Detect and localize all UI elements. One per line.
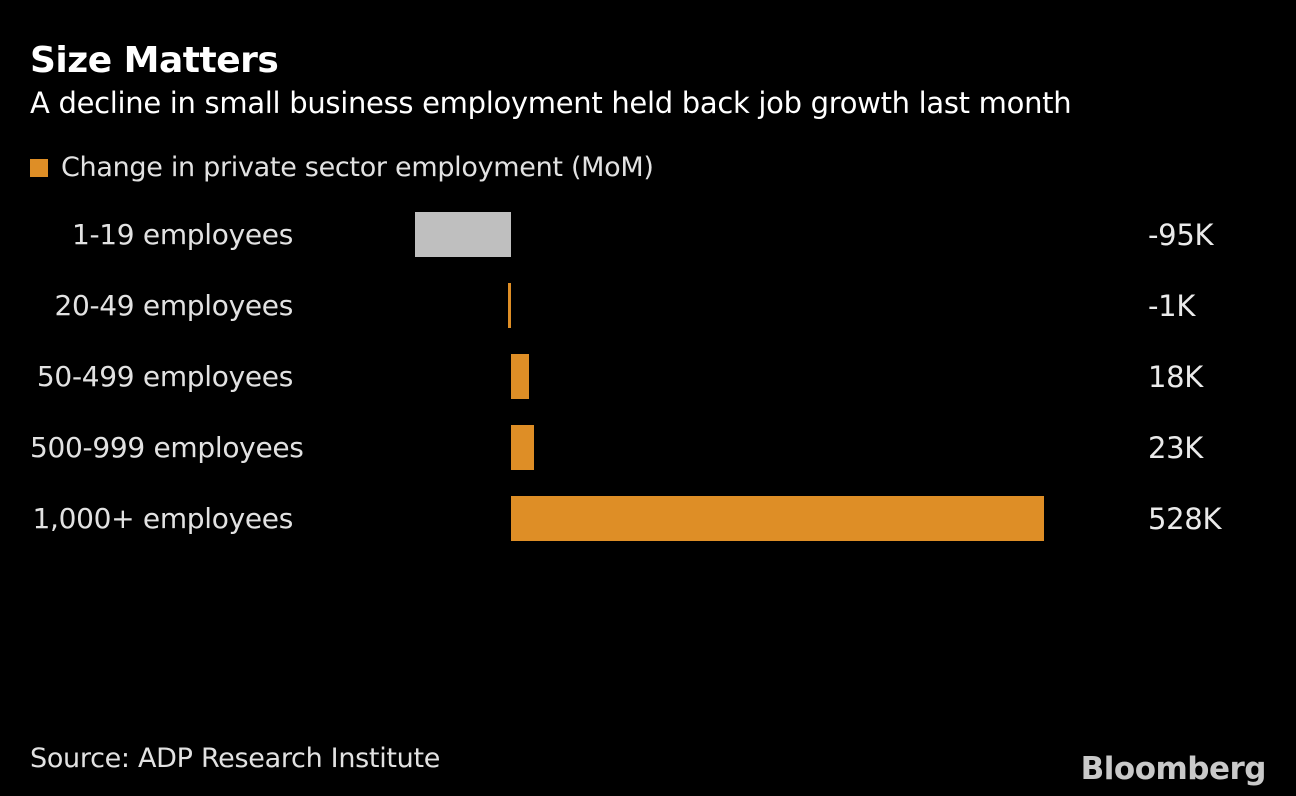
bar bbox=[511, 354, 530, 399]
bar-track bbox=[293, 354, 1146, 399]
chart-row: 1,000+ employees 528K bbox=[30, 483, 1266, 554]
bar bbox=[415, 212, 511, 257]
value-label: 23K bbox=[1148, 430, 1204, 465]
bar-track bbox=[293, 496, 1146, 541]
category-label: 20-49 employees bbox=[54, 289, 293, 322]
value-label: 528K bbox=[1148, 501, 1222, 536]
bar-track bbox=[293, 212, 1146, 257]
chart-row: 500-999 employees 23K bbox=[30, 412, 1266, 483]
value-label: 18K bbox=[1148, 359, 1204, 394]
chart-title: Size Matters bbox=[30, 40, 279, 81]
bar-track bbox=[293, 283, 1146, 328]
source-note: Source: ADP Research Institute bbox=[30, 743, 441, 774]
bar-track bbox=[293, 425, 1146, 470]
category-label: 500-999 employees bbox=[30, 431, 304, 464]
bar bbox=[508, 283, 511, 328]
bar bbox=[511, 425, 535, 470]
value-label: -95K bbox=[1148, 217, 1214, 252]
bar bbox=[511, 496, 1044, 541]
chart-row: 20-49 employees -1K bbox=[30, 270, 1266, 341]
legend-label: Change in private sector employment (MoM… bbox=[61, 152, 654, 183]
bar-chart: 1-19 employees -95K 20-49 employees -1K 50-4… bbox=[30, 199, 1266, 554]
bloomberg-logo: Bloomberg bbox=[1080, 751, 1267, 787]
chart-row: 50-499 employees 18K bbox=[30, 341, 1266, 412]
category-label: 50-499 employees bbox=[36, 360, 293, 393]
category-label: 1,000+ employees bbox=[32, 502, 293, 535]
legend: Change in private sector employment (MoM… bbox=[30, 152, 654, 183]
category-label: 1-19 employees bbox=[71, 218, 293, 251]
chart-row: 1-19 employees -95K bbox=[30, 199, 1266, 270]
legend-swatch-icon bbox=[30, 158, 48, 177]
value-label: -1K bbox=[1148, 288, 1196, 323]
chart-subtitle: A decline in small business employment h… bbox=[30, 86, 1072, 120]
